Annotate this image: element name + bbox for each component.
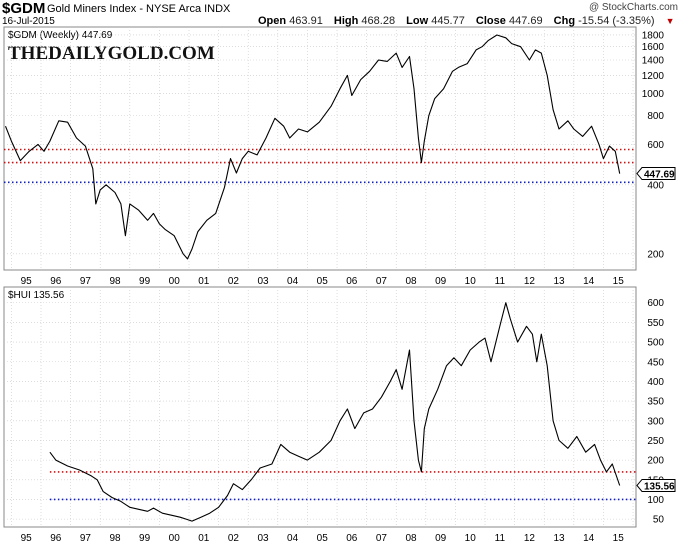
hui-last-value-label: 135.56 (644, 481, 675, 492)
hui-x-tick-label: 03 (257, 533, 269, 544)
hui-y-tick-label: 200 (647, 456, 664, 467)
hui-x-tick-label: 97 (80, 533, 92, 544)
hui-x-tick-label: 04 (287, 533, 299, 544)
open-label: Open (258, 15, 287, 27)
hui-x-tick-label: 08 (405, 533, 417, 544)
gdm-x-tick-label: 06 (346, 276, 358, 287)
gdm-x-tick-label: 09 (435, 276, 447, 287)
gdm-x-tick-label: 10 (465, 276, 477, 287)
hui-x-tick-label: 13 (553, 533, 565, 544)
open-value: 463.91 (289, 15, 323, 27)
gdm-y-tick-label: 1400 (642, 56, 665, 67)
gdm-y-tick-label: 400 (647, 180, 664, 191)
gdm-price-line (4, 34, 621, 260)
date-label: 16-Jul-2015 (2, 16, 55, 27)
gdm-legend-label: $GDM (Weekly) 447.69 (8, 30, 113, 41)
hui-last-value-box (636, 478, 676, 492)
gdm-x-tick-label: 02 (228, 276, 240, 287)
gdm-y-tick-label: 600 (647, 140, 664, 151)
hui-x-tick-label: 12 (524, 533, 536, 544)
gdm-x-tick-label: 14 (583, 276, 595, 287)
down-arrow-icon: ▼ (665, 16, 675, 26)
hui-x-tick-label: 98 (109, 533, 121, 544)
gdm-x-tick-label: 15 (613, 276, 625, 287)
hui-x-tick-label: 07 (376, 533, 388, 544)
gdm-plot-frame (3, 26, 637, 271)
ohlc-readout: Open 463.91 High 468.28 Low 445.77 Close… (258, 15, 675, 27)
gdm-y-tick-label: 1600 (642, 42, 665, 53)
gdm-x-tick-label: 03 (257, 276, 269, 287)
hui-y-tick-label: 400 (647, 377, 664, 388)
hui-y-tick-label: 550 (647, 318, 664, 329)
gdm-x-tick-label: 07 (376, 276, 388, 287)
hui-x-tick-label: 01 (198, 533, 210, 544)
symbol-title: $GDM (2, 0, 46, 17)
hui-x-tick-label: 00 (169, 533, 181, 544)
hui-x-tick-label: 15 (613, 533, 625, 544)
hui-y-tick-label: 600 (647, 298, 664, 309)
hui-x-tick-label: 09 (435, 533, 447, 544)
hui-y-tick-label: 350 (647, 397, 664, 408)
hui-x-tick-label: 99 (139, 533, 151, 544)
hui-plot-frame (3, 286, 637, 528)
low-value: 445.77 (431, 15, 465, 27)
thedailygold-watermark: THEDAILYGOLD.COM (8, 43, 215, 64)
hui-y-tick-label: 450 (647, 357, 664, 368)
hui-y-tick-label: 500 (647, 338, 664, 349)
gdm-y-tick-label: 1200 (642, 71, 665, 82)
gdm-y-tick-label: 800 (647, 111, 664, 122)
gdm-last-value-box (636, 167, 676, 181)
copyright-link[interactable]: @ StockCharts.com (588, 2, 678, 13)
hui-panel: $HUI 135.56 95 96 97 98 99 00 01 02 03 04 05 06 07 08… (3, 286, 676, 544)
gdm-x-tick-label: 00 (169, 276, 181, 287)
hui-x-tick-label: 95 (21, 533, 33, 544)
index-description: Gold Miners Index - NYSE Arca INDX (47, 3, 231, 15)
hui-x-tick-label: 96 (50, 533, 62, 544)
hui-x-tick-label: 10 (465, 533, 477, 544)
hui-x-tick-label: 06 (346, 533, 358, 544)
gdm-y-tick-label: 200 (647, 249, 664, 260)
gdm-x-tick-label: 12 (524, 276, 536, 287)
gdm-x-tick-label: 99 (139, 276, 151, 287)
close-label: Close (475, 15, 506, 27)
gdm-x-tick-label: 95 (21, 276, 33, 287)
hui-x-tick-label: 02 (228, 533, 240, 544)
gdm-last-value-label: 447.69 (644, 170, 675, 181)
gdm-x-tick-label: 04 (287, 276, 299, 287)
gdm-x-tick-label: 01 (198, 276, 210, 287)
hui-legend-label: $HUI 135.56 (8, 290, 65, 301)
gdm-x-tick-label: 98 (109, 276, 121, 287)
gdm-x-tick-label: 05 (317, 276, 329, 287)
gdm-x-tick-label: 08 (405, 276, 417, 287)
chg-value: -15.54 (-3.35%) (578, 15, 655, 27)
close-value: 447.69 (508, 15, 543, 27)
gdm-x-tick-label: 97 (80, 276, 92, 287)
hui-price-line (49, 302, 621, 522)
gdm-panel: $GDM (Weekly) 447.69 THEDAILYGOLD.COM 95… (3, 26, 676, 287)
low-label: Low (406, 15, 429, 27)
hui-y-tick-label: 250 (647, 436, 664, 447)
gdm-y-tick-label: 1800 (642, 30, 665, 41)
gdm-x-tick-label: 11 (495, 276, 506, 287)
chg-label: Chg (553, 15, 576, 27)
gdm-x-tick-label: 96 (50, 276, 62, 287)
hui-y-tick-label: 50 (653, 515, 665, 526)
gdm-y-tick-label: 1000 (642, 89, 665, 100)
high-label: High (333, 15, 359, 27)
hui-x-tick-label: 05 (317, 533, 329, 544)
hui-y-tick-label: 100 (647, 495, 664, 506)
hui-y-tick-label: 300 (647, 416, 664, 427)
high-value: 468.28 (361, 15, 396, 27)
hui-x-tick-label: 11 (495, 533, 506, 544)
hui-x-tick-label: 14 (583, 533, 595, 544)
gdm-x-tick-label: 13 (553, 276, 565, 287)
